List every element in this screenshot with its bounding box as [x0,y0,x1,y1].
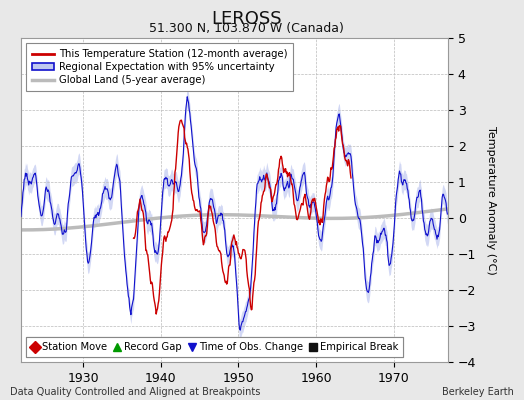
Y-axis label: Temperature Anomaly (°C): Temperature Anomaly (°C) [486,126,496,274]
Text: Berkeley Earth: Berkeley Earth [442,387,514,397]
Text: 51.300 N, 103.870 W (Canada): 51.300 N, 103.870 W (Canada) [149,22,344,35]
Text: Data Quality Controlled and Aligned at Breakpoints: Data Quality Controlled and Aligned at B… [10,387,261,397]
Text: LEROSS: LEROSS [211,10,281,28]
Legend: Station Move, Record Gap, Time of Obs. Change, Empirical Break: Station Move, Record Gap, Time of Obs. C… [26,337,403,357]
